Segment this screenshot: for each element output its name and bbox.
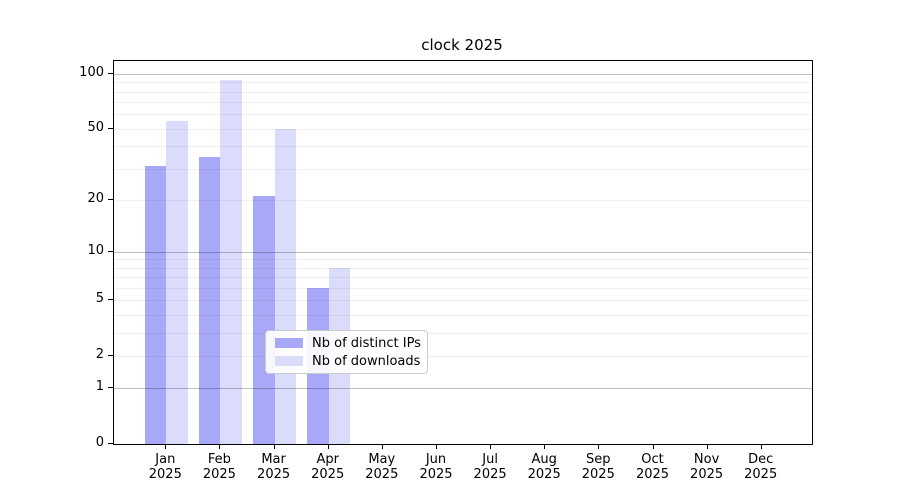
bar-downloads-feb bbox=[220, 79, 243, 444]
y-axis-tick-1 bbox=[108, 387, 113, 389]
x-axis-tick-feb bbox=[219, 444, 221, 449]
y-axis-tick-0 bbox=[108, 443, 113, 444]
x-axis-tick-may bbox=[381, 444, 383, 449]
gridline-minor-60 bbox=[114, 114, 812, 116]
y-axis-tick-5 bbox=[108, 299, 113, 301]
gridline-major-10 bbox=[114, 251, 812, 253]
legend-item-distinct-ips: Nb of distinct IPs bbox=[266, 336, 427, 351]
x-axis-tick-dec bbox=[760, 444, 762, 449]
gridline-minor-70 bbox=[114, 102, 812, 104]
x-axis-tick-label-may: May 2025 bbox=[365, 452, 399, 482]
gridline-minor-7 bbox=[114, 277, 812, 279]
bar-distinct-ips-feb bbox=[198, 156, 221, 444]
x-axis-tick-label-jun: Jun 2025 bbox=[419, 452, 453, 482]
y-axis-tick-label-1: 1 bbox=[95, 379, 104, 395]
gridline-minor-90 bbox=[114, 82, 812, 84]
x-axis-tick-label-aug: Aug 2025 bbox=[527, 452, 561, 482]
y-axis-tick-label-2: 2 bbox=[95, 346, 104, 362]
bar-distinct-ips-mar bbox=[252, 196, 275, 444]
gridline-minor-3 bbox=[114, 332, 812, 334]
legend-label-downloads: Nb of downloads bbox=[312, 353, 421, 369]
gridline-minor-8 bbox=[114, 267, 812, 269]
y-axis-tick-label-10: 10 bbox=[87, 242, 104, 258]
bar-downloads-mar bbox=[274, 128, 297, 444]
plot-area bbox=[113, 60, 813, 445]
y-axis-tick-label-50: 50 bbox=[87, 119, 104, 135]
legend-swatch-distinct-ips bbox=[275, 338, 303, 348]
x-axis-tick-label-sep: Sep 2025 bbox=[581, 452, 615, 482]
gridline-minor-4 bbox=[114, 315, 812, 316]
x-axis-tick-oct bbox=[652, 444, 654, 449]
x-axis-tick-label-feb: Feb 2025 bbox=[202, 452, 236, 482]
y-axis-tick-label-100: 100 bbox=[79, 65, 104, 80]
y-axis-tick-label-5: 5 bbox=[95, 291, 104, 307]
y-axis-tick-label-20: 20 bbox=[87, 190, 104, 206]
x-axis-tick-jun bbox=[436, 444, 437, 449]
x-axis-tick-label-oct: Oct 2025 bbox=[635, 452, 670, 482]
x-axis-tick-label-jul: Jul 2025 bbox=[473, 452, 507, 482]
y-axis-tick-10 bbox=[108, 250, 113, 252]
bar-distinct-ips-jan bbox=[144, 166, 167, 444]
x-axis-tick-jul bbox=[490, 444, 492, 449]
y-axis-tick-50 bbox=[108, 127, 113, 129]
y-axis-tick-20 bbox=[108, 198, 113, 200]
gridline-minor-30 bbox=[114, 168, 812, 170]
gridline-major-1 bbox=[114, 388, 812, 390]
y-axis-tick-2 bbox=[108, 354, 113, 356]
x-axis-tick-sep bbox=[598, 444, 600, 449]
x-axis-tick-aug bbox=[544, 444, 546, 449]
legend-item-downloads: Nb of downloads bbox=[266, 354, 427, 369]
gridline-major-100 bbox=[114, 74, 812, 75]
gridline-minor-80 bbox=[114, 91, 812, 93]
y-axis-tick-100 bbox=[108, 73, 113, 74]
legend: Nb of distinct IPs Nb of downloads bbox=[265, 330, 428, 374]
x-axis-tick-jan bbox=[165, 444, 167, 449]
x-axis-tick-label-mar: Mar 2025 bbox=[257, 452, 291, 482]
gridline-minor-2 bbox=[114, 355, 812, 357]
x-axis-tick-label-dec: Dec 2025 bbox=[744, 452, 778, 482]
gridline-minor-50 bbox=[114, 128, 812, 130]
x-axis-tick-apr bbox=[327, 444, 329, 449]
x-axis-tick-nov bbox=[706, 444, 708, 449]
x-axis-tick-mar bbox=[273, 444, 275, 449]
x-axis-tick-label-nov: Nov 2025 bbox=[690, 452, 724, 482]
bar-downloads-jan bbox=[166, 121, 188, 444]
legend-label-distinct-ips: Nb of distinct IPs bbox=[312, 335, 421, 351]
x-axis-tick-label-apr: Apr 2025 bbox=[311, 452, 345, 482]
chart-title: clock 2025 bbox=[421, 36, 503, 54]
x-axis-tick-label-jan: Jan 2025 bbox=[148, 452, 182, 482]
y-axis-tick-label-0: 0 bbox=[95, 435, 104, 450]
gridline-minor-9 bbox=[114, 259, 812, 261]
gridline-minor-20 bbox=[114, 199, 812, 201]
gridline-minor-40 bbox=[114, 146, 812, 148]
gridline-minor-6 bbox=[114, 288, 812, 289]
gridline-minor-5 bbox=[114, 300, 812, 302]
legend-swatch-downloads bbox=[275, 356, 303, 366]
